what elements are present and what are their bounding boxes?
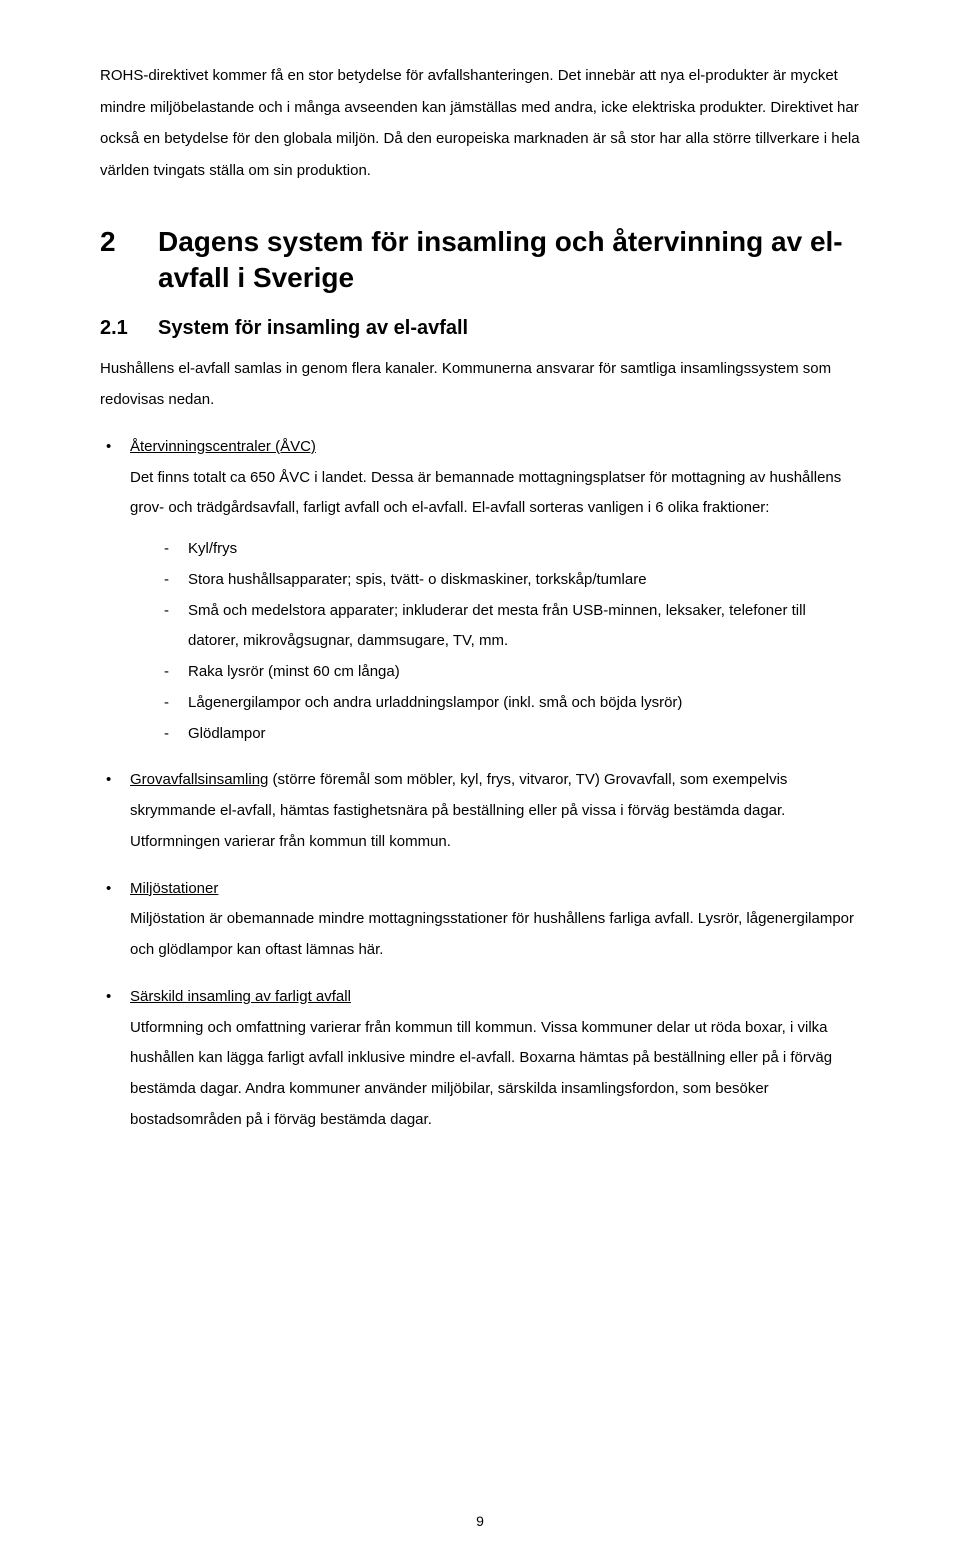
bullet-title: Miljöstationer [130,880,218,897]
bullet-item: Återvinningscentraler (ÅVC) Det finns tot… [100,432,860,750]
bullet-body: Det finns totalt ca 650 ÅVC i landet. De… [130,469,841,517]
bullet-item: Miljöstationer Miljöstation är obemannade… [100,874,860,966]
bullet-title: Grovavfallsinsamling [130,771,268,788]
bullet-body: Utformning och omfattning varierar från … [130,1019,832,1128]
heading-2-number: 2.1 [100,315,158,341]
bullet-item: Särskild insamling av farligt avfall Utfo… [100,982,860,1136]
heading-1: 2 Dagens system för insamling och återvi… [100,224,860,297]
sub-bullet-item: Lågenergilampor och andra urladdningslam… [158,688,860,719]
page: ROHS-direktivet kommer få en stor betyde… [0,0,960,1551]
bullet-title: Återvinningscentraler (ÅVC) [130,438,316,455]
bullet-item: Grovavfallsinsamling (större föremål som… [100,765,860,857]
sub-bullet-item: Glödlampor [158,719,860,750]
page-number: 9 [0,1513,960,1529]
heading-2: 2.1 System för insamling av el-avfall [100,315,860,341]
intro-paragraph: ROHS-direktivet kommer få en stor betyde… [100,60,860,186]
sub-bullet-item: Raka lysrör (minst 60 cm långa) [158,657,860,688]
paragraph-after-h2: Hushållens el-avfall samlas in genom fle… [100,353,860,416]
sub-bullet-list: Kyl/frysStora hushållsapparater; spis, t… [158,534,860,749]
bullet-body: Miljöstation är obemannade mindre mottag… [130,910,854,958]
heading-2-text: System för insamling av el-avfall [158,315,860,341]
sub-bullet-item: Stora hushållsapparater; spis, tvätt- o … [158,565,860,596]
heading-1-number: 2 [100,224,158,297]
bullet-list: Återvinningscentraler (ÅVC) Det finns tot… [100,432,860,1136]
heading-1-text: Dagens system för insamling och återvinn… [158,224,860,297]
bullet-title: Särskild insamling av farligt avfall [130,988,351,1005]
sub-bullet-item: Kyl/frys [158,534,860,565]
sub-bullet-item: Små och medelstora apparater; inkluderar… [158,596,860,658]
